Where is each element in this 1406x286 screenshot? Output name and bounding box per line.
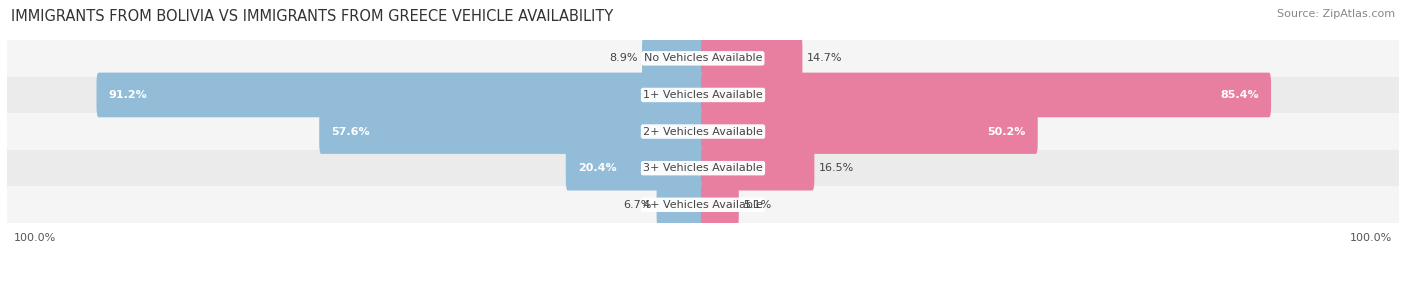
- Bar: [7, 77, 1399, 113]
- Text: 1+ Vehicles Available: 1+ Vehicles Available: [643, 90, 763, 100]
- Text: 57.6%: 57.6%: [332, 127, 370, 136]
- FancyBboxPatch shape: [643, 36, 704, 81]
- Text: 100.0%: 100.0%: [1350, 233, 1392, 243]
- Text: Source: ZipAtlas.com: Source: ZipAtlas.com: [1277, 9, 1395, 19]
- Text: 5.1%: 5.1%: [744, 200, 772, 210]
- FancyBboxPatch shape: [319, 109, 704, 154]
- FancyBboxPatch shape: [702, 73, 1271, 117]
- Text: 91.2%: 91.2%: [108, 90, 148, 100]
- FancyBboxPatch shape: [702, 146, 814, 190]
- Text: No Vehicles Available: No Vehicles Available: [644, 53, 762, 63]
- FancyBboxPatch shape: [97, 73, 704, 117]
- Text: 85.4%: 85.4%: [1220, 90, 1260, 100]
- Bar: [7, 40, 1399, 77]
- Text: 20.4%: 20.4%: [578, 163, 616, 173]
- FancyBboxPatch shape: [702, 109, 1038, 154]
- Bar: [7, 113, 1399, 150]
- Text: IMMIGRANTS FROM BOLIVIA VS IMMIGRANTS FROM GREECE VEHICLE AVAILABILITY: IMMIGRANTS FROM BOLIVIA VS IMMIGRANTS FR…: [11, 9, 613, 23]
- Text: 8.9%: 8.9%: [609, 53, 637, 63]
- FancyBboxPatch shape: [702, 182, 738, 227]
- FancyBboxPatch shape: [702, 36, 803, 81]
- Text: 3+ Vehicles Available: 3+ Vehicles Available: [643, 163, 763, 173]
- Bar: [7, 150, 1399, 186]
- Text: 50.2%: 50.2%: [987, 127, 1026, 136]
- FancyBboxPatch shape: [657, 182, 704, 227]
- Text: 2+ Vehicles Available: 2+ Vehicles Available: [643, 127, 763, 136]
- FancyBboxPatch shape: [565, 146, 704, 190]
- Text: 6.7%: 6.7%: [624, 200, 652, 210]
- Text: 100.0%: 100.0%: [14, 233, 56, 243]
- Bar: [7, 186, 1399, 223]
- Text: 16.5%: 16.5%: [818, 163, 855, 173]
- Text: 4+ Vehicles Available: 4+ Vehicles Available: [643, 200, 763, 210]
- Text: 14.7%: 14.7%: [807, 53, 842, 63]
